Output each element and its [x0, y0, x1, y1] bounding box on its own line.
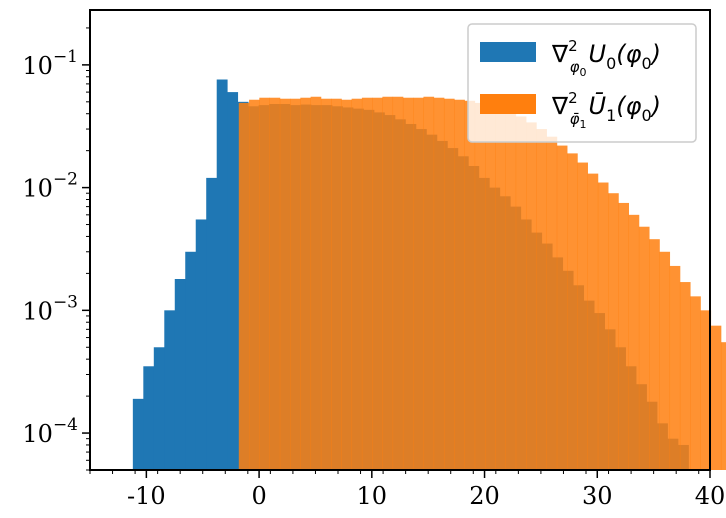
- bar-series-0-bin-1: [143, 366, 155, 470]
- legend-swatch-series-0: [480, 42, 536, 62]
- bar-series-1-bin-30: [546, 136, 558, 470]
- x-tick-label: 0: [251, 482, 266, 510]
- bar-series-1-bin-45: [700, 310, 712, 470]
- bar-series-1-bin-39: [638, 226, 650, 470]
- bar-series-0-bin-3: [164, 310, 176, 470]
- x-tick-label: 20: [469, 482, 500, 510]
- bar-series-1-bin-21: [454, 99, 465, 470]
- bar-series-1-bin-27: [515, 116, 527, 470]
- bar-series-1-bin-35: [597, 182, 609, 470]
- bar-series-1-bin-4: [279, 98, 291, 470]
- bar-series-1-bin-33: [577, 162, 588, 471]
- bar-series-1-bin-20: [443, 98, 455, 470]
- bar-series-1-bin-40: [649, 239, 660, 470]
- bar-series-0-bin-8: [216, 79, 228, 470]
- x-tick-label: 10: [357, 482, 388, 510]
- bar-series-1-bin-9: [331, 98, 342, 470]
- bar-series-1-bin-18: [423, 96, 435, 471]
- bar-series-0-bin-2: [153, 347, 165, 470]
- bar-series-1-bin-32: [567, 153, 578, 470]
- bar-series-1-bin-0: [238, 102, 250, 471]
- y-tick-label: 10−1: [22, 47, 78, 80]
- plot-frame: [89, 9, 711, 471]
- bar-series-1-bin-14: [382, 96, 394, 471]
- bar-series-1-bin-5: [290, 98, 301, 470]
- bar-series-1-bin-44: [690, 296, 701, 470]
- legend: ∇2 φ0U0(φ0) ∇2 φ̄1Ū1(φ0): [467, 23, 697, 143]
- bar-series-1-bin-7: [310, 96, 322, 471]
- x-tick-label: 40: [695, 482, 726, 510]
- legend-swatch-series-1: [480, 94, 536, 114]
- bar-series-1-bin-28: [526, 122, 537, 470]
- bar-series-1-bin-17: [413, 97, 424, 470]
- bar-series-1-bin-8: [320, 98, 332, 470]
- bar-series-1-bin-1: [249, 99, 260, 470]
- bar-series-1-bin-10: [341, 99, 353, 470]
- bar-series-1-bin-42: [669, 265, 681, 470]
- bar-series-1-bin-26: [505, 112, 517, 471]
- y-tick-label: 10−2: [22, 170, 78, 203]
- bar-series-1-bin-29: [536, 129, 547, 471]
- bar-series-1-bin-25: [495, 108, 506, 470]
- x-tick-label: -10: [127, 482, 166, 510]
- bar-series-1-bin-23: [474, 102, 486, 471]
- bar-series-1-bin-3: [269, 97, 281, 470]
- bar-series-0-bin-9: [227, 92, 239, 470]
- bar-series-1-bin-46: [710, 325, 722, 470]
- bar-series-1-bin-36: [608, 193, 619, 470]
- bar-series-1-bin-24: [485, 105, 496, 471]
- bar-series-1-bin-16: [402, 97, 414, 470]
- bar-series-1-bin-43: [679, 282, 691, 470]
- bar-series-1-bin-37: [618, 202, 630, 470]
- bar-series-0-bin-5: [185, 251, 197, 470]
- bar-series-0-bin-0: [132, 398, 144, 470]
- y-tick-label: 10−4: [22, 415, 78, 448]
- bar-series-1-bin-38: [628, 214, 640, 470]
- legend-label-series-0: ∇2 φ0U0(φ0): [551, 37, 661, 79]
- y-tick-label: 10−3: [22, 292, 78, 325]
- bar-series-1-bin-22: [464, 100, 476, 471]
- bar-series-0-bin-7: [206, 177, 218, 470]
- bar-series-1-bin-41: [659, 251, 671, 470]
- bar-series-1-bin-13: [372, 97, 383, 470]
- bar-series-1-bin-47: [720, 342, 726, 470]
- bar-series-1-bin-2: [259, 97, 270, 470]
- bar-series-1-bin-34: [587, 173, 599, 470]
- bar-series-1-bin-12: [361, 97, 373, 470]
- x-tick-label: 30: [582, 482, 613, 510]
- bars-layer: [132, 79, 726, 471]
- bar-series-0-bin-6: [195, 219, 207, 470]
- bar-series-1-bin-11: [351, 98, 363, 470]
- bar-series-1-bin-15: [392, 96, 404, 471]
- bar-series-1-bin-6: [300, 97, 312, 470]
- bar-series-0-bin-4: [174, 279, 186, 470]
- legend-label-series-1: ∇2 φ̄1Ū1(φ0): [551, 89, 661, 131]
- bar-series-1-bin-31: [556, 145, 568, 470]
- bar-series-1-bin-19: [433, 97, 445, 470]
- ticks-layer: -10 0 10 20 30 40 10−4 10−3 10−2 10−1: [22, 27, 726, 510]
